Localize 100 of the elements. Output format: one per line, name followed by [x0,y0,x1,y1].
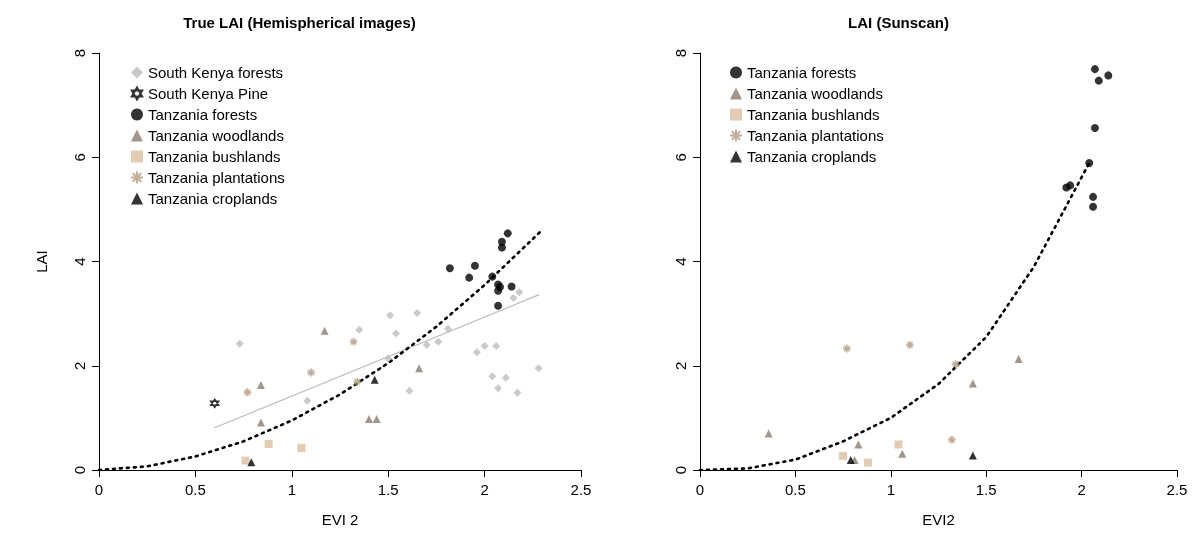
point [513,388,522,397]
point [947,435,957,445]
point [384,354,393,363]
legend-label: Tanzania forests [747,64,857,81]
point [1089,202,1098,211]
point [470,261,479,270]
point [264,439,273,448]
legend-label: Tanzania croplands [148,190,278,207]
x-tick-label: 0 [94,481,104,498]
point [422,340,431,349]
point [1090,124,1099,133]
legend-label: Tanzania croplands [747,148,877,165]
point [1094,76,1103,85]
y-tick-label: 6 [71,153,88,162]
point [894,440,903,449]
point [445,264,454,273]
point [386,311,395,320]
point [306,367,316,378]
y-tick-label: 4 [672,257,689,266]
legend-label: Tanzania forests [148,106,258,123]
point [534,364,543,373]
point [303,396,312,405]
point [839,451,848,460]
y-tick-label: 8 [672,48,689,58]
legend-label: Tanzania bushlands [148,148,281,165]
point [348,337,359,347]
point [405,386,414,395]
point [488,372,497,381]
point [497,243,506,252]
point [256,381,265,390]
point [494,384,503,393]
point [480,341,489,350]
x-tick-label: 0 [695,481,705,498]
legend-label: South Kenya Pine [148,85,269,102]
point [1090,65,1099,74]
point [905,340,915,350]
y-tick-label: 2 [672,361,689,370]
point [863,458,872,467]
point [413,309,422,318]
point [372,414,381,423]
y-tick-label: 2 [71,361,88,370]
point [507,282,516,291]
point [898,449,907,458]
point [352,377,363,387]
y-axis-title: LAI [33,250,50,273]
point [764,429,773,438]
x-tick-label: 1.5 [975,481,997,498]
x-tick-label: 2.5 [570,481,592,498]
point [364,414,373,423]
point [488,272,497,281]
point [209,398,220,409]
chart-title: LAI (Sunscan) [848,14,949,31]
point [494,301,503,310]
point [256,418,265,427]
x-tick-label: 0.5 [184,481,206,498]
point [242,387,253,398]
point [391,329,400,338]
point [509,293,518,302]
x-tick-label: 0.5 [784,481,806,498]
point [297,444,306,453]
point [950,359,961,369]
point [492,341,501,350]
x-axis-title: EVI 2 [321,511,359,528]
point [241,456,250,465]
point [465,273,474,282]
legend-label: South Kenya forests [148,64,284,81]
point [1104,71,1113,80]
x-tick-label: 2 [1077,481,1086,498]
legend-label: Tanzania plantations [747,127,884,144]
chart-title: True LAI (Hemispherical images) [183,14,416,31]
x-tick-label: 2 [480,481,489,498]
point [320,326,329,335]
x-tick-label: 2.5 [1166,481,1188,498]
point [434,337,443,346]
y-tick-label: 0 [71,465,88,475]
y-tick-label: 6 [672,153,689,162]
legend-label: Tanzania woodlands [747,85,883,102]
point [515,288,524,297]
legend-label: Tanzania woodlands [148,127,284,144]
x-tick-label: 1 [287,481,296,498]
point [443,324,452,333]
point [842,343,852,354]
y-tick-label: 8 [71,48,88,58]
x-tick-label: 1.5 [377,481,399,498]
point [415,364,424,373]
point [370,375,379,384]
legend-label: Tanzania plantations [148,169,285,186]
point [1014,354,1023,363]
x-tick-label: 1 [886,481,895,498]
x-axis-title: EVI2 [922,511,955,528]
y-tick-label: 0 [672,465,689,475]
point [235,339,244,348]
point [1066,181,1075,190]
point [501,373,510,382]
point [1085,158,1094,167]
y-tick-label: 4 [71,257,88,266]
legend-label: Tanzania bushlands [747,106,880,123]
point [472,348,481,357]
point [1089,192,1098,201]
point [503,229,512,238]
